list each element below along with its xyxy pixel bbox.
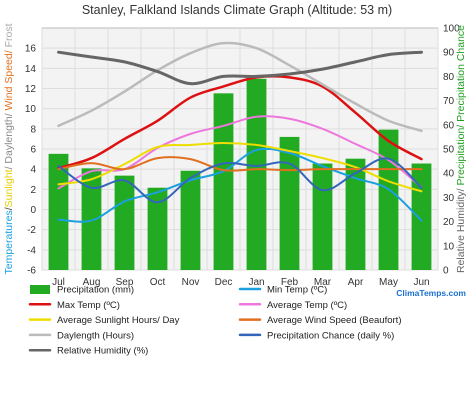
right-tick-label: 0	[443, 266, 449, 277]
legend-label-relative-humidity: Relative Humidity (%)	[57, 346, 148, 357]
chart-title: Stanley, Falkland Islands Climate Graph …	[82, 3, 392, 17]
right-tick-label: 100	[443, 24, 460, 35]
legend-label-average-wind-speed-beaufort: Average Wind Speed (Beaufort)	[267, 315, 401, 326]
series-line-max-temp-c	[57, 75, 423, 170]
left-tick-label: 0	[30, 205, 36, 216]
x-tick-label: Dec	[215, 277, 233, 288]
series-line-relative-humidity	[57, 50, 423, 86]
right-axis-ticks: 0 10 20 30 40 50 60 70 80 90 100	[443, 24, 460, 277]
precipitation-bar-dec	[213, 93, 234, 270]
precipitation-bar-nov	[180, 170, 201, 270]
precipitation-bar-may	[378, 129, 399, 270]
precipitation-bar-sep	[114, 175, 135, 270]
x-tick-label: Aug	[83, 277, 101, 288]
axis-label-part: Frost	[3, 23, 15, 50]
x-axis-ticks: Jul Aug Sep Oct Nov Dec Jan Feb Mar Apr May Jun	[52, 277, 429, 288]
right-tick-label: 60	[443, 120, 455, 131]
right-tick-label: 80	[443, 72, 455, 83]
right-tick-label: 70	[443, 96, 455, 107]
x-tick-label: Mar	[314, 277, 332, 288]
x-tick-label: Feb	[281, 277, 299, 288]
left-tick-label: 12	[25, 84, 37, 95]
left-tick-label: 4	[30, 165, 36, 176]
series-line-average-wind-speed-beaufort	[57, 156, 423, 172]
right-tick-label: 30	[443, 193, 455, 204]
precipitation-bar-oct	[147, 187, 168, 270]
left-axis-ticks: -6 -4 -2 0 2 4 6 8 10 12 14 16	[25, 44, 37, 277]
right-axis-label: Relative Humidity/ Precipitation/ Precip…	[455, 25, 467, 273]
axis-label-part: Sunlight	[3, 169, 15, 207]
left-tick-label: 6	[30, 145, 36, 156]
right-tick-label: 20	[443, 217, 455, 228]
x-tick-label: May	[379, 277, 398, 288]
right-tick-label: 50	[443, 145, 455, 156]
series-line-precipitation-chance-daily	[57, 157, 423, 204]
legend-label-precipitation-chance-daily: Precipitation Chance (daily %)	[267, 330, 394, 341]
x-tick-label: Sep	[116, 277, 134, 288]
right-tick-label: 10	[443, 241, 455, 252]
axis-label-part: /	[3, 207, 15, 210]
axis-label-part: Temperatures	[3, 210, 15, 274]
legend-label-daylength-hours: Daylength (Hours)	[57, 330, 134, 341]
left-tick-label: 14	[25, 64, 37, 75]
left-tick-label: 8	[30, 124, 36, 135]
series-lines	[57, 41, 423, 223]
precipitation-bar-aug	[81, 168, 102, 270]
axis-label-part: Precipitation/ Precipitation Chance	[455, 25, 467, 189]
left-tick-label: -2	[27, 225, 36, 236]
right-tick-label: 40	[443, 169, 455, 180]
x-tick-label: Jun	[413, 277, 429, 288]
precipitation-bar-mar	[312, 163, 333, 270]
x-tick-label: Nov	[182, 277, 200, 288]
left-axis-label: Temperatures/Sunlight/ Daylength/ Wind S…	[3, 23, 15, 274]
precipitation-bar-feb	[279, 136, 300, 270]
legend: Precipitation (mm) Min Temp (ºC) Max Temp …	[28, 285, 401, 357]
precipitation-bar-apr	[345, 158, 366, 270]
legend-label-average-sunlight-hours-day: Average Sunlight Hours/ Day	[57, 315, 180, 326]
precipitation-bar-jan	[246, 78, 267, 270]
left-tick-label: -4	[27, 245, 36, 256]
left-tick-label: 2	[30, 185, 36, 196]
left-tick-label: 10	[25, 104, 37, 115]
left-tick-label: 16	[25, 44, 37, 55]
right-tick-label: 90	[443, 48, 455, 59]
legend-label-min-temp-c: Min Temp (ºC)	[267, 285, 327, 296]
x-tick-label: Jan	[248, 277, 264, 288]
legend-label-max-temp-c: Max Temp (ºC)	[57, 300, 120, 311]
legend-label-average-temp-c: Average Temp (ºC)	[267, 300, 347, 311]
x-tick-label: Jul	[52, 277, 65, 288]
axis-label-part: Wind Speed/	[3, 50, 15, 110]
legend-swatch-precipitation-mm	[30, 285, 50, 294]
legend-label-precipitation-mm: Precipitation (mm)	[57, 285, 134, 296]
axis-label-part: Relative Humidity/	[455, 188, 467, 273]
series-line-min-temp-c	[57, 147, 423, 223]
axis-label-part: / Daylength/	[3, 110, 15, 169]
left-tick-label: -6	[27, 266, 36, 277]
x-tick-label: Oct	[150, 277, 166, 288]
watermark: ClimaTemps.com	[396, 288, 466, 298]
x-tick-label: Apr	[348, 277, 364, 288]
series-line-daylength-hours	[57, 41, 423, 133]
